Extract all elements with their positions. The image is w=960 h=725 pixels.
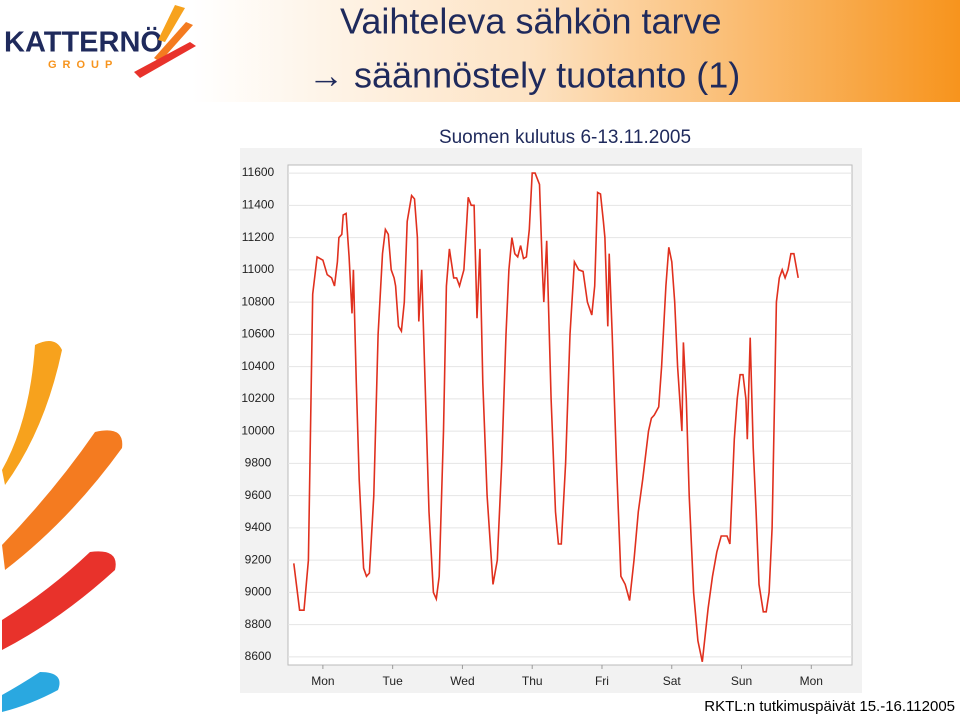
x-tick-label: Thu [522,674,543,688]
chart-title: Suomen kulutus 6-13.11.2005 [439,127,691,148]
logo: KATTERNÖ [4,26,163,59]
y-tick-label: 11400 [242,197,275,211]
logo-sub: GROUP [48,59,118,71]
side-stripes [2,341,123,712]
slide-subtitle: → säännöstely tuotanto (1) [308,55,740,96]
y-tick-label: 10800 [241,294,275,308]
x-tick-label: Tue [383,674,404,688]
y-tick-label: 10000 [241,423,275,437]
y-tick-label: 9200 [245,552,272,566]
y-tick-label: 11200 [242,230,275,244]
x-tick-label: Mon [311,674,334,688]
y-tick-label: 9000 [245,585,272,599]
y-tick-label: 10400 [241,359,275,373]
y-tick-label: 9400 [245,520,272,534]
x-tick-label: Sun [731,674,752,688]
chart: 8600 8800 9000 9200 9400 9600 9800 10000 10200 10… [241,165,852,688]
x-tick-label: Wed [450,674,474,688]
y-tick-label: 9800 [245,456,272,470]
logo-stripes [134,5,196,78]
footer: RKTL:n tutkimuspäivät 15.-16.112005 [704,698,955,715]
x-tick-label: Fri [595,674,609,688]
y-tick-label: 9600 [245,488,272,502]
y-tick-label: 10600 [241,327,275,341]
header-band [0,0,960,102]
y-tick-label: 11000 [242,262,275,276]
plot-area [287,164,853,666]
y-tick-label: 8600 [245,649,272,663]
y-tick-label: 10200 [241,391,275,405]
slide-title: Vaihteleva sähkön tarve [340,1,722,42]
data-line [293,172,799,662]
y-tick-label: 11600 [242,165,275,179]
x-tick-label: Sat [663,674,682,688]
x-tick-label: Mon [800,674,823,688]
y-tick-label: 8800 [245,617,272,631]
